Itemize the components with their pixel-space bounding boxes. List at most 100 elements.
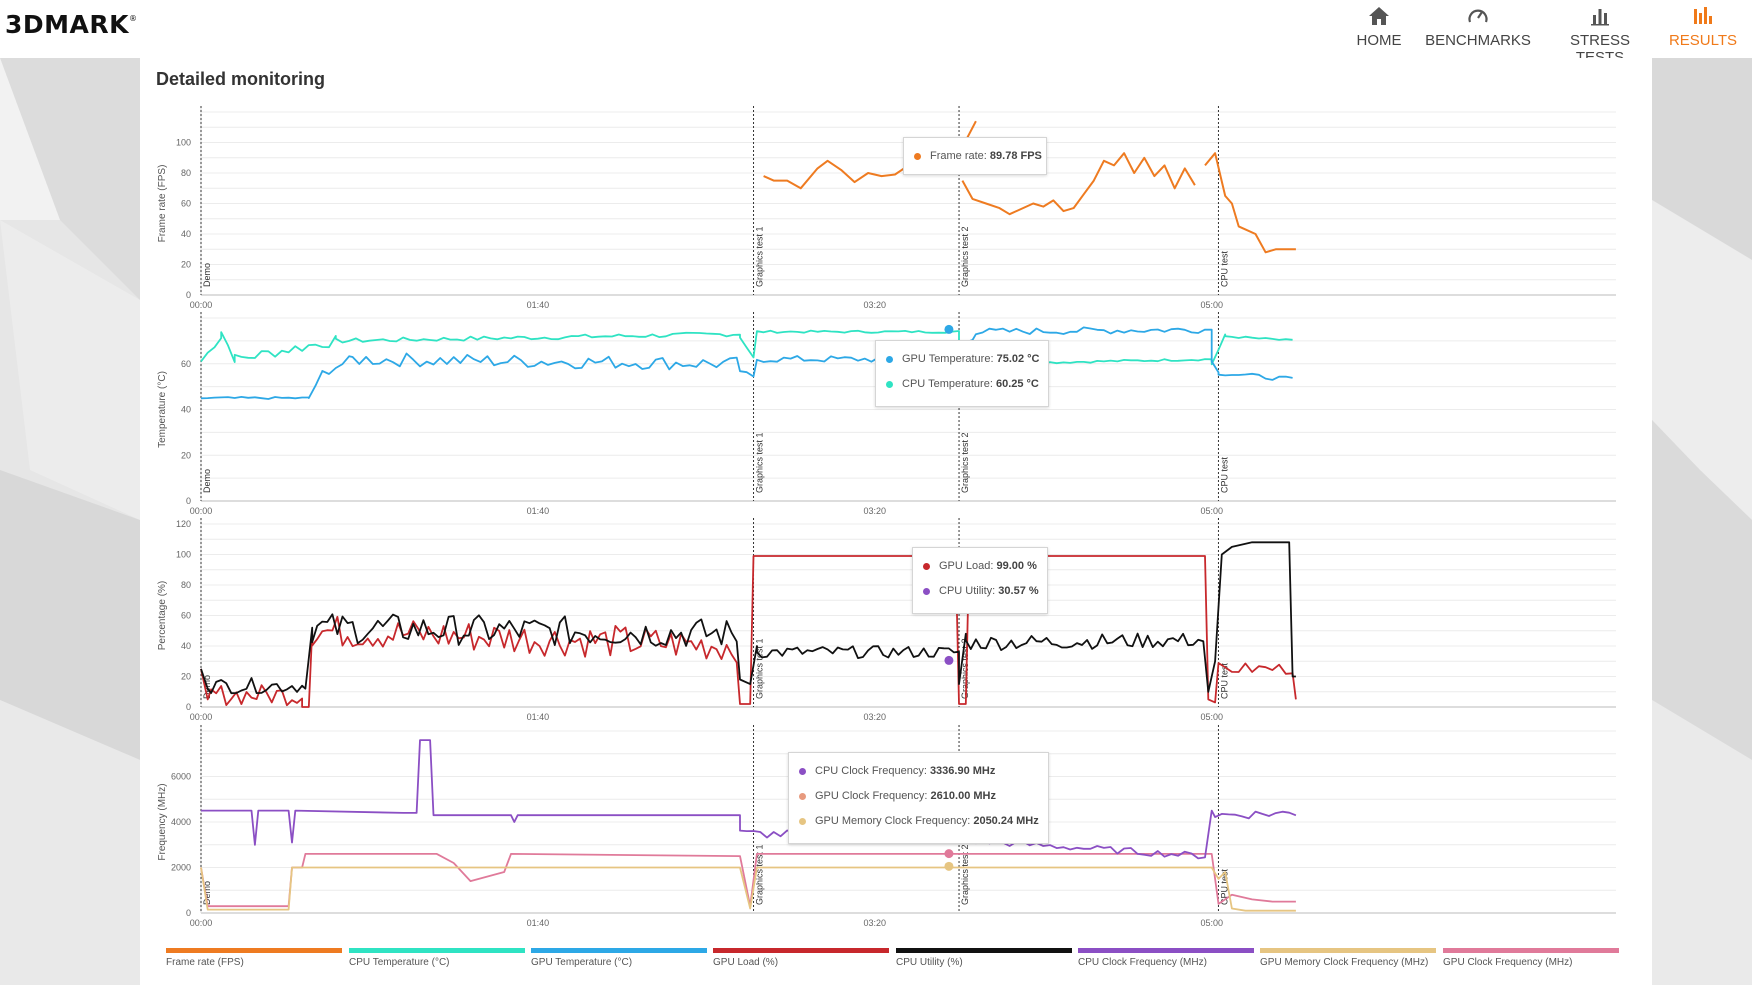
gpu-load-dot xyxy=(923,562,930,570)
frame-rate-line xyxy=(1204,152,1296,254)
y-tick-label: 60 xyxy=(181,359,191,369)
registered-mark: ® xyxy=(129,14,138,23)
tooltip-value: 99.00 % xyxy=(996,560,1037,572)
x-tick-label: 05:00 xyxy=(1200,918,1223,928)
x-tick-label: 03:20 xyxy=(864,712,887,722)
legend-gpu-clock[interactable]: GPU Clock Frequency (MHz) xyxy=(1443,948,1619,968)
legend-swatch xyxy=(1260,948,1436,953)
y-tick-label: 20 xyxy=(181,672,191,682)
tooltip-temperature: GPU Temperature: 75.02 °C CPU Temperatur… xyxy=(875,340,1049,407)
legend-swatch xyxy=(349,948,525,953)
test-marker-label: Demo xyxy=(202,881,212,905)
y-tick-label: 100 xyxy=(176,550,191,560)
legend-label: Frame rate (FPS) xyxy=(166,957,244,968)
legend-label: CPU Clock Frequency (MHz) xyxy=(1078,957,1207,968)
gpu-memory-clock-line xyxy=(200,866,1296,912)
test-marker-label: Graphics test 2 xyxy=(960,844,970,905)
x-tick-label: 01:40 xyxy=(527,300,550,310)
legend-label: CPU Utility (%) xyxy=(896,957,963,968)
legend-label: GPU Load (%) xyxy=(713,957,779,968)
x-tick-label: 03:20 xyxy=(864,506,887,516)
gpu-mem-clock-dot xyxy=(799,817,806,825)
gpu-clock-dot xyxy=(799,792,806,800)
app-logo[interactable]: 3DMARK® xyxy=(5,10,138,39)
test-marker-label: Graphics test 1 xyxy=(755,638,765,699)
tooltip-label: CPU Utility: xyxy=(939,585,996,597)
legend-cpu-temperature[interactable]: CPU Temperature (°C) xyxy=(349,948,525,968)
x-tick-label: 00:00 xyxy=(190,712,213,722)
x-tick-label: 00:00 xyxy=(190,918,213,928)
tooltip-label: GPU Memory Clock Frequency: xyxy=(815,815,971,827)
legend-gpu-memory-clock[interactable]: GPU Memory Clock Frequency (MHz) xyxy=(1260,948,1436,968)
tooltip-label: GPU Clock Frequency: xyxy=(815,790,928,802)
tooltip-label: Frame rate: xyxy=(930,150,987,162)
percentage-marker xyxy=(944,655,954,665)
y-tick-label: 20 xyxy=(181,260,191,270)
test-marker-label: CPU test xyxy=(1219,456,1229,493)
x-tick-label: 01:40 xyxy=(527,712,550,722)
tooltip-value: 89.78 FPS xyxy=(989,150,1042,162)
legend-swatch xyxy=(713,948,889,953)
gpu-temperature-line xyxy=(200,326,1293,400)
gpu-load-line xyxy=(200,555,1297,708)
x-tick-label: 03:20 xyxy=(864,918,887,928)
y-tick-label: 40 xyxy=(181,229,191,239)
y-tick-label: 60 xyxy=(181,199,191,209)
x-tick-label: 00:00 xyxy=(190,506,213,516)
test-marker-label: Graphics test 2 xyxy=(960,638,970,699)
test-marker-label: CPU test xyxy=(1219,250,1229,287)
y-tick-label: 0 xyxy=(186,702,191,712)
legend-gpu-temperature[interactable]: GPU Temperature (°C) xyxy=(531,948,707,968)
tooltip-label: GPU Temperature: xyxy=(902,353,994,365)
y-tick-label: 0 xyxy=(186,496,191,506)
x-tick-label: 03:20 xyxy=(864,300,887,310)
legend-cpu-utility[interactable]: CPU Utility (%) xyxy=(896,948,1072,968)
legend-label: GPU Memory Clock Frequency (MHz) xyxy=(1260,957,1429,968)
cpu-temp-dot xyxy=(886,380,893,388)
legend-frame-rate[interactable]: Frame rate (FPS) xyxy=(166,948,342,968)
x-tick-label: 05:00 xyxy=(1200,506,1223,516)
cpu-utility-line xyxy=(200,541,1296,695)
nav-home-label: HOME xyxy=(1356,32,1402,49)
y-tick-label: 100 xyxy=(176,138,191,148)
nav-results[interactable]: RESULTS xyxy=(1667,6,1739,49)
temperature-marker xyxy=(944,324,954,334)
legend-swatch xyxy=(166,948,342,953)
y-tick-label: 80 xyxy=(181,168,191,178)
legend-cpu-clock[interactable]: CPU Clock Frequency (MHz) xyxy=(1078,948,1254,968)
tooltip-value: 75.02 °C xyxy=(996,353,1040,365)
tooltip-label: GPU Load: xyxy=(939,560,994,572)
frame-rate-line xyxy=(961,152,1196,216)
x-tick-label: 05:00 xyxy=(1200,712,1223,722)
nav-home[interactable]: HOME xyxy=(1352,6,1406,49)
frame-rate-dot xyxy=(914,152,921,160)
y-axis-label: Frequency (MHz) xyxy=(157,783,168,860)
test-marker-label: Graphics test 1 xyxy=(755,432,765,493)
test-marker-label: Graphics test 2 xyxy=(960,226,970,287)
tooltip-value: 30.57 % xyxy=(998,585,1039,597)
frequency-marker xyxy=(944,849,954,859)
legend-gpu-load[interactable]: GPU Load (%) xyxy=(713,948,889,968)
y-tick-label: 80 xyxy=(181,580,191,590)
cpu-temperature-line xyxy=(200,329,1293,368)
home-icon xyxy=(1369,7,1389,25)
y-tick-label: 60 xyxy=(181,611,191,621)
nav-benchmarks[interactable]: BENCHMARKS xyxy=(1424,6,1532,49)
tooltip-percentage: GPU Load: 99.00 % CPU Utility: 30.57 % xyxy=(912,547,1048,614)
legend-swatch xyxy=(1443,948,1619,953)
x-tick-label: 01:40 xyxy=(527,918,550,928)
tooltip-frame-rate: Frame rate: 89.78 FPS xyxy=(903,137,1047,175)
cpu-clock-dot xyxy=(799,767,806,775)
legend-label: CPU Temperature (°C) xyxy=(349,957,450,968)
tooltip-value: 2610.00 MHz xyxy=(930,790,996,802)
x-tick-label: 05:00 xyxy=(1200,300,1223,310)
y-axis-label: Temperature (°C) xyxy=(157,371,168,448)
test-marker-label: CPU test xyxy=(1219,868,1229,905)
test-marker-label: CPU test xyxy=(1219,662,1229,699)
legend-swatch xyxy=(896,948,1072,953)
frequency-marker xyxy=(944,861,954,871)
y-tick-label: 4000 xyxy=(171,817,191,827)
gauge-icon xyxy=(1468,9,1488,23)
nav-results-label: RESULTS xyxy=(1668,32,1738,49)
y-tick-label: 2000 xyxy=(171,863,191,873)
